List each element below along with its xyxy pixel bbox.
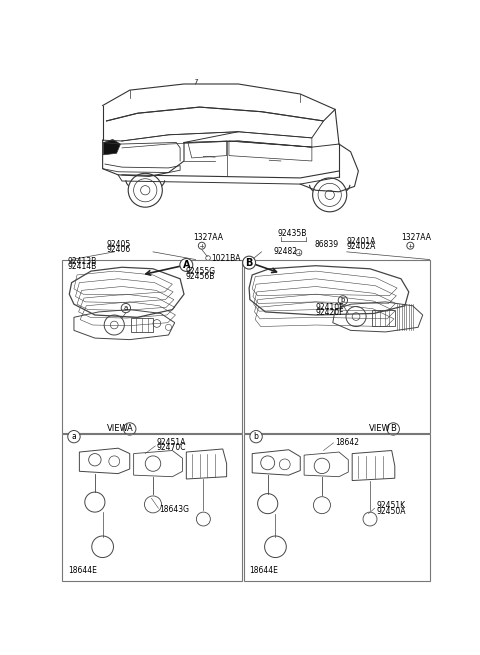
Text: 18642: 18642 xyxy=(335,438,359,447)
Text: 86839: 86839 xyxy=(314,240,338,250)
Text: b: b xyxy=(341,297,345,303)
Text: 92402A: 92402A xyxy=(347,242,376,251)
Text: 1021BA: 1021BA xyxy=(211,253,240,263)
Circle shape xyxy=(68,430,80,443)
Text: b: b xyxy=(253,432,259,441)
Text: B: B xyxy=(390,424,396,434)
Text: 92482: 92482 xyxy=(273,248,297,256)
Text: 92414B: 92414B xyxy=(68,262,97,271)
Text: 92401A: 92401A xyxy=(347,236,376,246)
Text: 18643G: 18643G xyxy=(159,504,189,514)
Text: 92451A: 92451A xyxy=(157,438,186,447)
Text: VIEW: VIEW xyxy=(107,424,128,434)
Circle shape xyxy=(250,430,262,443)
Text: 92413B: 92413B xyxy=(68,257,97,265)
Circle shape xyxy=(312,178,347,212)
Text: VIEW: VIEW xyxy=(369,424,390,434)
Text: 92410F: 92410F xyxy=(316,303,344,312)
Text: 18644E: 18644E xyxy=(68,566,96,575)
Text: 92406: 92406 xyxy=(107,245,131,254)
Circle shape xyxy=(128,174,162,207)
Polygon shape xyxy=(103,140,120,155)
Text: 92456B: 92456B xyxy=(186,272,215,281)
Text: B: B xyxy=(245,257,253,268)
Text: 1327AA: 1327AA xyxy=(193,233,223,242)
Text: A: A xyxy=(127,424,132,434)
Text: 92420F: 92420F xyxy=(316,309,344,317)
Text: 92435B: 92435B xyxy=(278,229,307,238)
Text: 92455G: 92455G xyxy=(186,267,216,276)
Text: a: a xyxy=(72,432,76,441)
Text: a: a xyxy=(124,305,128,311)
Text: 92405: 92405 xyxy=(107,240,131,249)
Text: 92451K: 92451K xyxy=(376,502,405,510)
Text: 92450A: 92450A xyxy=(376,507,406,516)
Text: A: A xyxy=(182,260,190,270)
Text: 92470C: 92470C xyxy=(157,443,186,452)
Text: 18644E: 18644E xyxy=(249,566,278,575)
Text: 1327AA: 1327AA xyxy=(401,233,431,242)
